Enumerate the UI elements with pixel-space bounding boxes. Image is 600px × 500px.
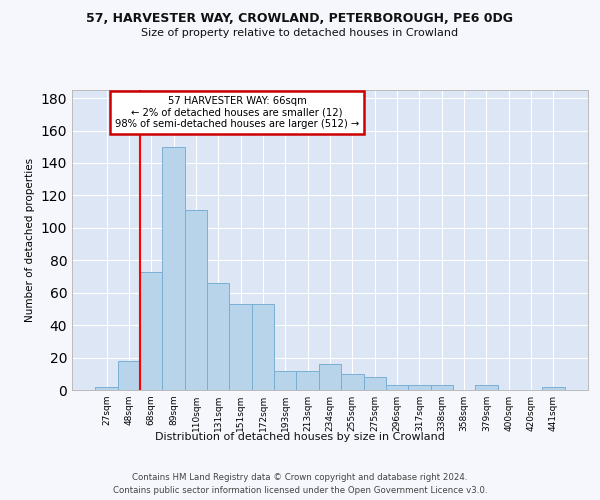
Bar	[163, 147, 185, 390]
Bar	[95, 387, 118, 390]
Bar	[408, 385, 431, 390]
Bar	[542, 387, 565, 390]
Bar	[475, 385, 497, 390]
Text: Distribution of detached houses by size in Crowland: Distribution of detached houses by size …	[155, 432, 445, 442]
Bar	[341, 374, 364, 390]
Bar	[229, 304, 252, 390]
Bar	[118, 361, 140, 390]
Text: Contains HM Land Registry data © Crown copyright and database right 2024.: Contains HM Land Registry data © Crown c…	[132, 472, 468, 482]
Bar	[364, 377, 386, 390]
Bar	[296, 370, 319, 390]
Text: 57, HARVESTER WAY, CROWLAND, PETERBOROUGH, PE6 0DG: 57, HARVESTER WAY, CROWLAND, PETERBOROUG…	[86, 12, 514, 26]
Text: Contains public sector information licensed under the Open Government Licence v3: Contains public sector information licen…	[113, 486, 487, 495]
Bar	[140, 272, 163, 390]
Bar	[252, 304, 274, 390]
Bar	[207, 283, 229, 390]
Bar	[274, 370, 296, 390]
Bar	[431, 385, 453, 390]
Text: Size of property relative to detached houses in Crowland: Size of property relative to detached ho…	[142, 28, 458, 38]
Bar	[319, 364, 341, 390]
Bar	[185, 210, 207, 390]
Bar	[386, 385, 408, 390]
Text: 57 HARVESTER WAY: 66sqm
← 2% of detached houses are smaller (12)
98% of semi-det: 57 HARVESTER WAY: 66sqm ← 2% of detached…	[115, 96, 359, 129]
Y-axis label: Number of detached properties: Number of detached properties	[25, 158, 35, 322]
